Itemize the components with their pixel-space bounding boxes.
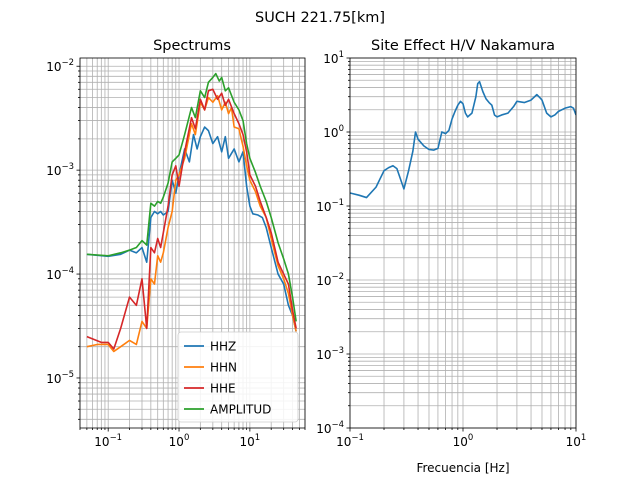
- y-tick-label: 10−5: [46, 370, 74, 386]
- x-tick-label: 10−1: [336, 433, 364, 449]
- y-tick-label: 100: [323, 124, 344, 140]
- y-tick-label: 10−1: [316, 198, 344, 214]
- x-tick-label: 10−1: [94, 433, 122, 449]
- legend-label: HHN: [210, 361, 237, 375]
- hv-series: [350, 80, 576, 199]
- hv-grid: [349, 57, 577, 429]
- y-tick-label: 10−3: [316, 346, 344, 362]
- x-tick-label: 100: [169, 433, 190, 449]
- series-line-hhe: [86, 88, 297, 350]
- x-tick-label: 101: [240, 433, 261, 449]
- hv-ticks: 10−1 100 101 10−4 10−3 10−2 10−1 100 101: [316, 50, 586, 449]
- hv-frame: [349, 57, 577, 429]
- y-tick-label: 10−4: [46, 266, 74, 282]
- y-tick-label: 10−3: [46, 162, 74, 178]
- spectrums-ticks: 10−1 100 101 10−5 10−4 10−3 10−2: [46, 58, 306, 449]
- figure-suptitle: SUCH 221.75[km]: [255, 10, 385, 26]
- legend-label: AMPLITUD: [210, 403, 271, 417]
- spectrums-legend: HHZ HHN HHE AMPLITUD: [177, 331, 299, 423]
- legend-label: HHZ: [210, 340, 236, 354]
- spectrums-title: Spectrums: [153, 38, 231, 54]
- series-line-hhz: [86, 126, 297, 332]
- series-line-0: [350, 80, 576, 199]
- y-tick-label: 10−2: [46, 58, 74, 74]
- x-tick-label: 101: [566, 433, 587, 449]
- hv-panel: Site Effect H/V Nakamura 10−1 100 10110−41…: [316, 38, 586, 475]
- series-line-amplitud: [86, 72, 297, 322]
- y-tick-label: 10−4: [316, 420, 344, 436]
- legend-box: [177, 331, 299, 423]
- legend-label: HHE: [210, 382, 236, 396]
- spectrums-frame: [79, 57, 306, 429]
- hv-x-axis-label: Frecuencia [Hz]: [416, 461, 509, 475]
- y-tick-label: 10−2: [316, 272, 344, 288]
- x-tick-label: 100: [453, 433, 474, 449]
- y-tick-label: 101: [323, 50, 344, 66]
- spectrums-panel: Spectrums 10−1 100 101 10−5 10−4 10−3 10−2 HHZ…: [46, 38, 306, 449]
- hv-title: Site Effect H/V Nakamura: [371, 38, 555, 54]
- spectrums-series: [86, 72, 297, 353]
